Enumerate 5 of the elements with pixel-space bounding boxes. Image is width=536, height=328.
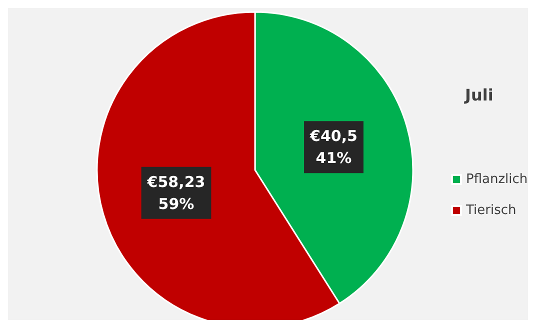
data-label: €58,23 59% xyxy=(146,172,206,213)
legend-label: Pflanzlich xyxy=(466,172,528,187)
text: Juli xyxy=(464,86,494,104)
legend-label: Tierisch xyxy=(465,203,516,218)
data-label: €40,5 41% xyxy=(309,127,358,168)
